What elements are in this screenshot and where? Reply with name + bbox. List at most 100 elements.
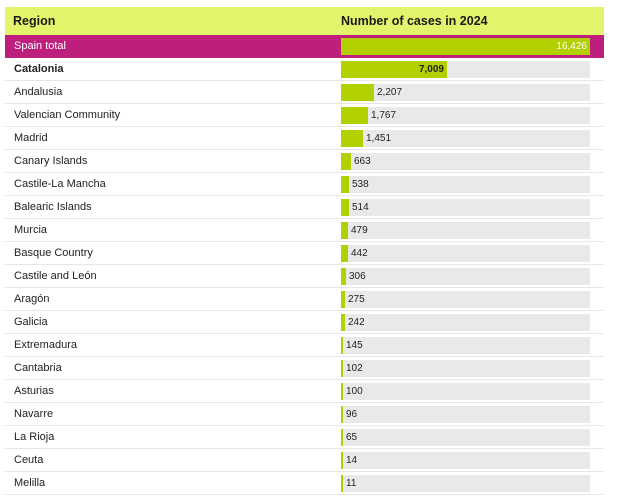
bar-track: 663 [341,152,590,170]
value-label: 538 [352,178,369,190]
bar [341,152,351,170]
region-label: Navarre [14,408,54,420]
table-row: Castile-La Mancha 538 [5,173,604,196]
bar [341,83,374,101]
region-label: Canary Islands [14,155,88,167]
cases-column-header[interactable]: Number of cases in 2024 [341,14,488,28]
region-label: Aragón [14,293,50,305]
region-label: Asturias [14,385,54,397]
region-label: Galicia [14,316,48,328]
bar-track: 16,426 [341,37,590,55]
value-label: 11 [346,477,357,489]
bar-track: 275 [341,290,590,308]
table-row: Ceuta 14 [5,449,604,472]
bar-track: 14 [341,451,590,469]
bar-track: 96 [341,405,590,423]
value-label: 16,426 [556,40,587,52]
value-label: 242 [348,316,365,328]
table-row: Murcia 479 [5,219,604,242]
table-row: Valencian Community 1,767 [5,104,604,127]
cases-table: Region Number of cases in 2024 Spain tot… [5,7,604,495]
table-row: Andalusia 2,207 [5,81,604,104]
table-row: Basque Country 442 [5,242,604,265]
bar [341,405,343,423]
region-label: Extremadura [14,339,77,351]
region-label: Spain total [14,40,66,52]
value-label: 100 [346,385,363,397]
table-row: Canary Islands 663 [5,150,604,173]
region-label: Madrid [14,132,48,144]
bar-track: 242 [341,313,590,331]
bar [341,37,590,55]
bar [341,221,348,239]
value-label: 663 [354,155,371,167]
table-row: Catalonia 7,009 [5,58,604,81]
bar-track: 514 [341,198,590,216]
value-label: 306 [349,270,366,282]
table-row: Extremadura 145 [5,334,604,357]
bar [341,267,346,285]
bar-track: 11 [341,474,590,492]
value-label: 2,207 [377,86,403,98]
bar [341,175,349,193]
value-label: 275 [348,293,365,305]
table-row: Navarre 96 [5,403,604,426]
value-label: 96 [346,408,358,420]
region-label: Murcia [14,224,48,236]
value-label: 7,009 [418,63,444,75]
value-label: 145 [346,339,363,351]
table-row: Galicia 242 [5,311,604,334]
bar [341,198,349,216]
bar-track: 442 [341,244,590,262]
bar-track: 1,451 [341,129,590,147]
table-body: Spain total 16,426 Catalonia 7,009 Andalusia… [5,35,604,495]
table-row: Cantabria 102 [5,357,604,380]
region-label: Basque Country [14,247,93,259]
bar [341,382,343,400]
bar-track: 102 [341,359,590,377]
table-row: Melilla 11 [5,472,604,495]
bar [341,60,447,78]
table-row: La Rioja 65 [5,426,604,449]
bar-track: 100 [341,382,590,400]
table-row: Aragón 275 [5,288,604,311]
value-label: 1,451 [366,132,392,144]
bar [341,290,345,308]
bar-track: 306 [341,267,590,285]
value-label: 102 [346,362,363,374]
region-label: Melilla [14,477,46,489]
table-header: Region Number of cases in 2024 [5,7,604,35]
value-label: 479 [351,224,368,236]
value-label: 65 [346,431,358,443]
region-label: Ceuta [14,454,44,466]
region-label: Balearic Islands [14,201,92,213]
bar-track: 65 [341,428,590,446]
bar-track: 1,767 [341,106,590,124]
region-label: Andalusia [14,86,63,98]
value-label: 514 [352,201,369,213]
bar-track: 479 [341,221,590,239]
table-row: Madrid 1,451 [5,127,604,150]
value-label: 14 [346,454,358,466]
bar [341,474,343,492]
value-label: 1,767 [371,109,397,121]
bar [341,129,363,147]
bar [341,244,348,262]
region-column-header[interactable]: Region [13,14,56,28]
table-row: Castile and León 306 [5,265,604,288]
region-label: Catalonia [14,63,64,75]
bar [341,313,345,331]
table-row: Asturias 100 [5,380,604,403]
region-label: Castile-La Mancha [14,178,106,190]
region-label: La Rioja [14,431,55,443]
value-label: 442 [351,247,368,259]
region-label: Cantabria [14,362,62,374]
bar [341,451,343,469]
region-label: Castile and León [14,270,97,282]
bar [341,106,368,124]
bar-track: 145 [341,336,590,354]
bar-track: 538 [341,175,590,193]
region-label: Valencian Community [14,109,121,121]
bar [341,428,343,446]
bar-track: 2,207 [341,83,590,101]
